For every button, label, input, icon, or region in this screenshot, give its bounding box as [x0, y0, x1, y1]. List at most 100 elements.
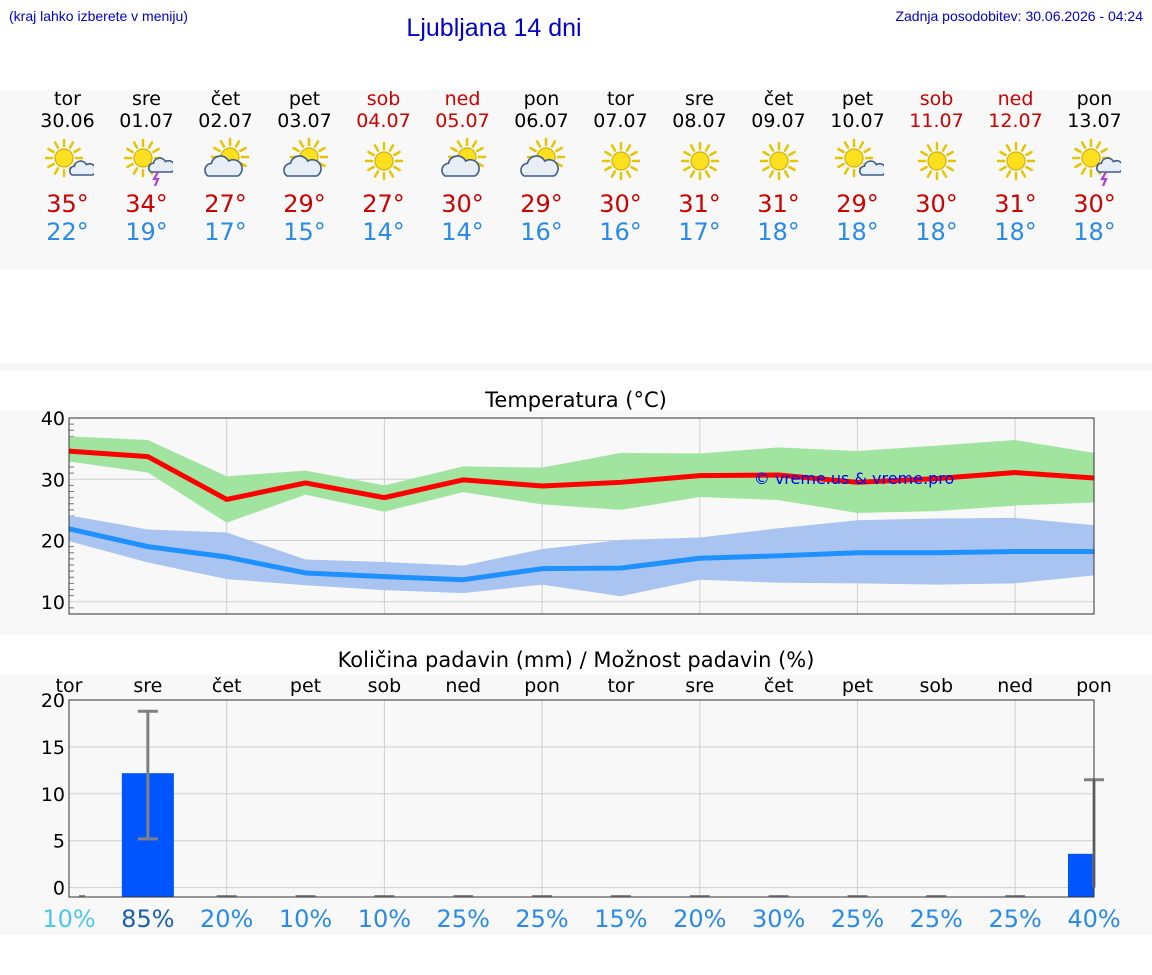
day-date: 13.07: [1067, 110, 1122, 132]
min-temperature: 18°: [836, 218, 879, 246]
sun-icon: [344, 136, 423, 186]
y-tick-label: 10: [41, 592, 65, 614]
x-tick-label: sre: [133, 675, 162, 697]
min-temperature: 18°: [757, 218, 800, 246]
min-temperature: 18°: [1073, 218, 1116, 246]
max-temperature: 30°: [441, 190, 484, 218]
sun-behind-cloud-icon: [502, 136, 581, 186]
x-tick-label: pon: [524, 675, 560, 697]
day-name: ned: [997, 88, 1034, 110]
precipitation-probability: 25%: [831, 905, 884, 933]
forecast-band: [0, 90, 1152, 270]
day-date: 05.07: [435, 110, 490, 132]
sun-storm-icon: [107, 136, 186, 186]
forecast-day: sre 01.07 34° 19°: [107, 88, 186, 246]
precipitation-probability: 20%: [673, 905, 726, 933]
precipitation-probability: 10%: [279, 905, 332, 933]
page-title: Ljubljana 14 dni: [406, 14, 582, 42]
forecast-day: ned 12.07 31° 18°: [976, 88, 1055, 246]
sun-icon: [976, 136, 1055, 186]
forecast-day: pet 10.07 29° 18°: [818, 88, 897, 246]
day-name: sre: [685, 88, 714, 110]
y-tick-label: 30: [41, 469, 65, 491]
x-tick-label: ned: [445, 675, 481, 697]
y-tick-label: 15: [41, 737, 65, 759]
max-temperature: 30°: [1073, 190, 1116, 218]
forecast-day: pet 03.07 29° 15°: [265, 88, 344, 246]
max-temperature: 31°: [678, 190, 721, 218]
day-name: ned: [444, 88, 481, 110]
sun-cloud-icon: [818, 136, 897, 186]
sun-icon: [581, 136, 660, 186]
precipitation-bar: [1068, 853, 1094, 897]
day-date: 04.07: [356, 110, 411, 132]
y-tick-label: 0: [53, 878, 65, 900]
y-tick-label: 20: [41, 531, 65, 553]
day-name: sob: [919, 88, 954, 110]
max-temperature: 31°: [994, 190, 1037, 218]
day-name: čet: [210, 88, 241, 110]
y-tick-label: 5: [53, 831, 65, 853]
forecast-day: ned 05.07 30° 14°: [423, 88, 502, 246]
location-hint-link[interactable]: (kraj lahko izberete v meniju): [9, 8, 188, 24]
precipitation-probability: 15%: [594, 905, 647, 933]
max-temperature: 35°: [46, 190, 89, 218]
forecast-day: pon 13.07 30° 18°: [1055, 88, 1134, 246]
max-temperature: 30°: [599, 190, 642, 218]
day-date: 06.07: [514, 110, 569, 132]
day-name: pet: [841, 88, 874, 110]
x-tick-label: sob: [920, 675, 954, 697]
max-temperature: 31°: [757, 190, 800, 218]
x-tick-label: sre: [685, 675, 714, 697]
x-tick-label: tor: [607, 675, 634, 697]
sun-behind-cloud-icon: [265, 136, 344, 186]
precipitation-probability: 25%: [437, 905, 490, 933]
min-temperature: 22°: [46, 218, 89, 246]
forecast-day: tor 07.07 30° 16°: [581, 88, 660, 246]
day-date: 09.07: [751, 110, 806, 132]
day-date: 08.07: [672, 110, 727, 132]
x-tick-label: sob: [368, 675, 402, 697]
plot-frame: [68, 417, 1095, 615]
day-name: sre: [132, 88, 161, 110]
day-name: tor: [54, 88, 81, 110]
precipitation-probability: 40%: [1067, 905, 1120, 933]
precipitation-probability: 25%: [988, 905, 1041, 933]
day-name: tor: [607, 88, 634, 110]
max-temperature: 29°: [283, 190, 326, 218]
temperature-chart-title: Temperatura (°C): [485, 388, 667, 412]
precipitation-probability: 25%: [910, 905, 963, 933]
watermark: © vreme.us & vreme.pro: [754, 469, 955, 488]
day-date: 11.07: [909, 110, 964, 132]
max-temperature: 27°: [204, 190, 247, 218]
day-name: pon: [1076, 88, 1113, 110]
x-tick-label: pon: [1076, 675, 1112, 697]
max-temperature: 29°: [520, 190, 563, 218]
day-date: 01.07: [119, 110, 174, 132]
min-temperature: 18°: [915, 218, 958, 246]
last-update-label: Zadnja posodobitev: 30.06.2026 - 04:24: [895, 8, 1143, 24]
y-tick-label: 40: [41, 408, 65, 430]
min-temperature: 17°: [204, 218, 247, 246]
precipitation-probability: 25%: [515, 905, 568, 933]
precipitation-probability: 20%: [200, 905, 253, 933]
day-name: pon: [523, 88, 560, 110]
precipitation-chart-title: Količina padavin (mm) / Možnost padavin …: [337, 648, 815, 672]
max-temperature: 34°: [125, 190, 168, 218]
precipitation-probability: 85%: [121, 905, 174, 933]
plot-area: [69, 700, 1094, 897]
min-temperature: 16°: [520, 218, 563, 246]
y-tick-label: 10: [41, 784, 65, 806]
sun-icon: [660, 136, 739, 186]
day-date: 10.07: [830, 110, 885, 132]
forecast-day: sre 08.07 31° 17°: [660, 88, 739, 246]
x-tick-label: pet: [290, 675, 321, 697]
forecast-day: sob 11.07 30° 18°: [897, 88, 976, 246]
x-tick-label: čet: [212, 675, 242, 697]
forecast-days: tor 30.06 35° 22° sre 01.07 34° 19° čet 02.07 27° 1…: [28, 88, 1152, 246]
forecast-day: tor 30.06 35° 22°: [28, 88, 107, 246]
min-temperature: 14°: [362, 218, 405, 246]
min-temperature: 14°: [441, 218, 484, 246]
sun-storm-icon: [1055, 136, 1134, 186]
max-temperature-range: [69, 436, 1094, 523]
